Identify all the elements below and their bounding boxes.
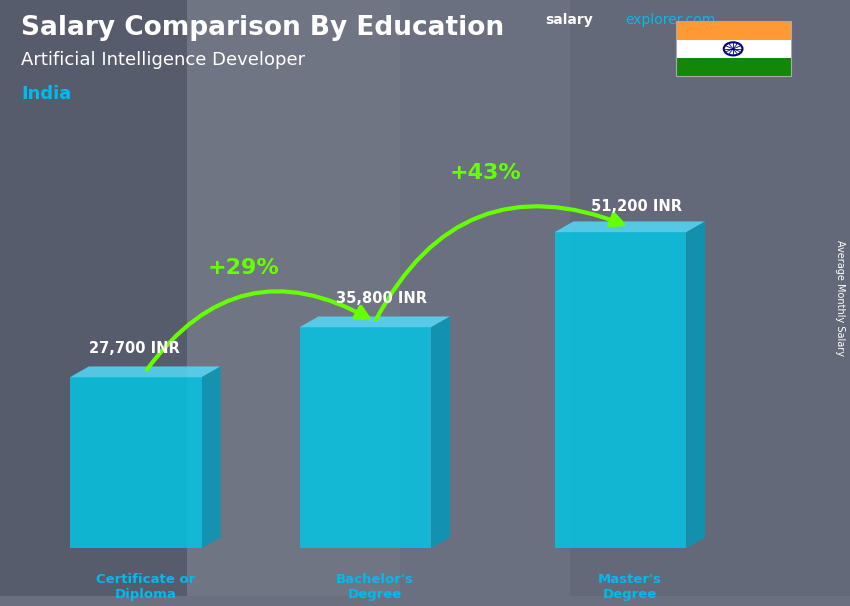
Text: Average Monthly Salary: Average Monthly Salary bbox=[835, 240, 845, 356]
Text: Master's
Degree: Master's Degree bbox=[598, 573, 662, 601]
Polygon shape bbox=[554, 232, 686, 548]
Text: 51,200 INR: 51,200 INR bbox=[591, 199, 682, 215]
Text: salary: salary bbox=[546, 13, 593, 27]
Text: 27,700 INR: 27,700 INR bbox=[89, 341, 180, 356]
Text: +43%: +43% bbox=[450, 163, 521, 183]
Text: India: India bbox=[21, 85, 71, 102]
Polygon shape bbox=[70, 367, 221, 377]
Bar bbox=[0, 0, 187, 596]
FancyArrowPatch shape bbox=[147, 291, 368, 370]
Text: Salary Comparison By Education: Salary Comparison By Education bbox=[21, 15, 504, 41]
Bar bbox=[400, 0, 570, 596]
Polygon shape bbox=[431, 316, 450, 548]
Bar bbox=[676, 21, 790, 76]
FancyArrowPatch shape bbox=[377, 206, 623, 319]
Text: +29%: +29% bbox=[207, 258, 279, 278]
Bar bbox=[570, 0, 850, 596]
Text: Bachelor's
Degree: Bachelor's Degree bbox=[336, 573, 414, 601]
Text: explorer.com: explorer.com bbox=[625, 13, 715, 27]
Polygon shape bbox=[299, 327, 431, 548]
Polygon shape bbox=[70, 377, 202, 548]
Polygon shape bbox=[202, 367, 221, 548]
Polygon shape bbox=[554, 221, 706, 232]
Bar bbox=[187, 0, 400, 596]
Bar bbox=[676, 21, 790, 40]
Polygon shape bbox=[686, 221, 706, 548]
Bar bbox=[676, 40, 790, 58]
Text: 35,800 INR: 35,800 INR bbox=[336, 291, 427, 307]
Bar bbox=[676, 58, 790, 76]
Text: Artificial Intelligence Developer: Artificial Intelligence Developer bbox=[21, 51, 305, 68]
Text: Certificate or
Diploma: Certificate or Diploma bbox=[96, 573, 195, 601]
Polygon shape bbox=[299, 316, 450, 327]
